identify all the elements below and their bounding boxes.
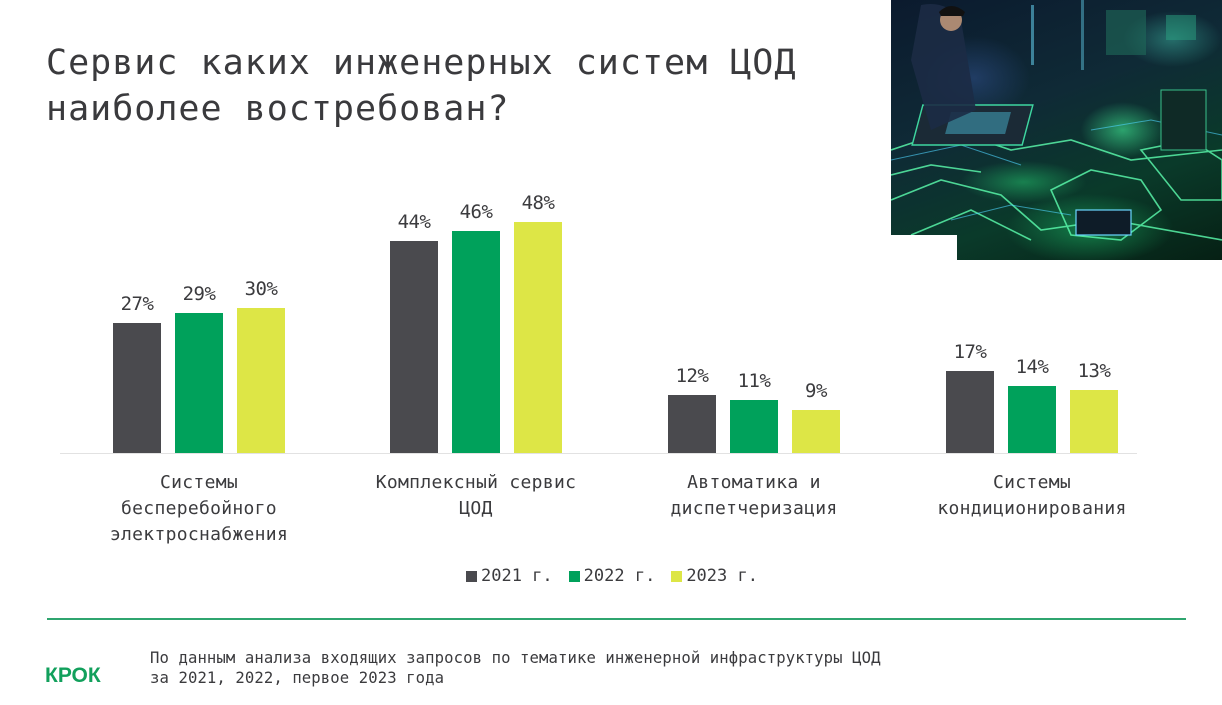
value-label-2023-cat-0: 30% — [244, 278, 278, 300]
legend-item-2023: 2023 г. — [671, 566, 758, 586]
category-label-0: Системы бесперебойного электроснабжения — [64, 470, 334, 548]
title-line-2: наиболее востребован? — [46, 89, 510, 129]
value-label-2022-cat-2: 11% — [737, 370, 771, 392]
category-label-0-line-2: электроснабжения — [109, 524, 289, 545]
category-label-0-line-1: бесперебойного — [121, 498, 277, 519]
legend-swatch-2022 — [568, 570, 580, 582]
bar-2022-cat-0 — [175, 313, 223, 453]
category-label-3-line-1: кондиционирования — [937, 498, 1127, 519]
value-label-2023-cat-2: 9% — [805, 380, 827, 402]
source-note-line-2: за 2021, 2022, первое 2023 года — [150, 669, 445, 687]
bar-2021-cat-1 — [390, 241, 438, 453]
value-label-2021-cat-3: 17% — [953, 341, 987, 363]
bar-2021-cat-0 — [113, 323, 161, 453]
value-label-2023-cat-3: 13% — [1077, 360, 1111, 382]
title-line-1: Сервис каких инженерных систем ЦОД — [46, 43, 797, 83]
hero-image — [891, 0, 1222, 260]
legend-item-2022: 2022 г. — [568, 566, 656, 586]
value-label-2023-cat-1: 48% — [521, 192, 555, 214]
value-label-2022-cat-1: 46% — [459, 201, 493, 223]
bar-2023-cat-2 — [792, 410, 840, 453]
value-label-2022-cat-3: 14% — [1015, 356, 1049, 378]
category-label-3-line-0: Системы — [993, 472, 1071, 493]
source-note: По данным анализа входящих запросов по т… — [150, 648, 881, 688]
page-title: Сервис каких инженерных систем ЦОД наибо… — [46, 40, 846, 132]
circuit-board-illustration-icon — [891, 0, 1222, 241]
category-label-2-line-1: диспетчеризация — [670, 498, 838, 519]
bar-2022-cat-3 — [1008, 386, 1056, 453]
krok-logo: КРОК — [45, 664, 101, 687]
bar-2021-cat-3 — [946, 371, 994, 453]
legend-swatch-2021 — [466, 570, 477, 582]
legend-swatch-2023 — [671, 570, 683, 582]
category-label-2-line-0: Автоматика и — [687, 472, 821, 493]
x-axis-baseline — [60, 453, 1137, 454]
category-label-1-line-1: ЦОД — [459, 498, 493, 519]
bar-2022-cat-1 — [452, 231, 500, 453]
category-label-1: Комплексный сервис ЦОД — [341, 470, 611, 522]
legend-item-2021: 2021 г. — [466, 566, 553, 586]
value-label-2021-cat-1: 44% — [397, 211, 431, 233]
legend-label-2021: 2021 г. — [481, 566, 553, 586]
category-label-2: Автоматика и диспетчеризация — [619, 470, 889, 522]
value-label-2022-cat-0: 29% — [182, 283, 216, 305]
legend-label-2022: 2022 г. — [583, 566, 656, 586]
source-note-line-1: По данным анализа входящих запросов по т… — [150, 649, 881, 667]
chart-legend: 2021 г. 2022 г. 2023 г. — [466, 565, 774, 587]
category-label-0-line-0: Системы — [160, 472, 238, 493]
legend-label-2023: 2023 г. — [686, 566, 758, 586]
category-label-3: Системы кондиционирования — [897, 470, 1167, 522]
bar-2023-cat-1 — [514, 222, 562, 453]
value-label-2021-cat-2: 12% — [675, 365, 709, 387]
bar-2022-cat-2 — [730, 400, 778, 453]
bar-2021-cat-2 — [668, 395, 716, 453]
bar-2023-cat-3 — [1070, 390, 1118, 453]
footer-divider — [47, 618, 1186, 620]
bar-2023-cat-0 — [237, 308, 285, 453]
value-label-2021-cat-0: 27% — [120, 293, 154, 315]
bar-chart: 27% 44% 12% 17% 29% 46% 11% 14% 30% 48% 9% 13% Сист… — [60, 192, 1167, 587]
category-label-1-line-0: Комплексный сервис — [375, 472, 577, 493]
